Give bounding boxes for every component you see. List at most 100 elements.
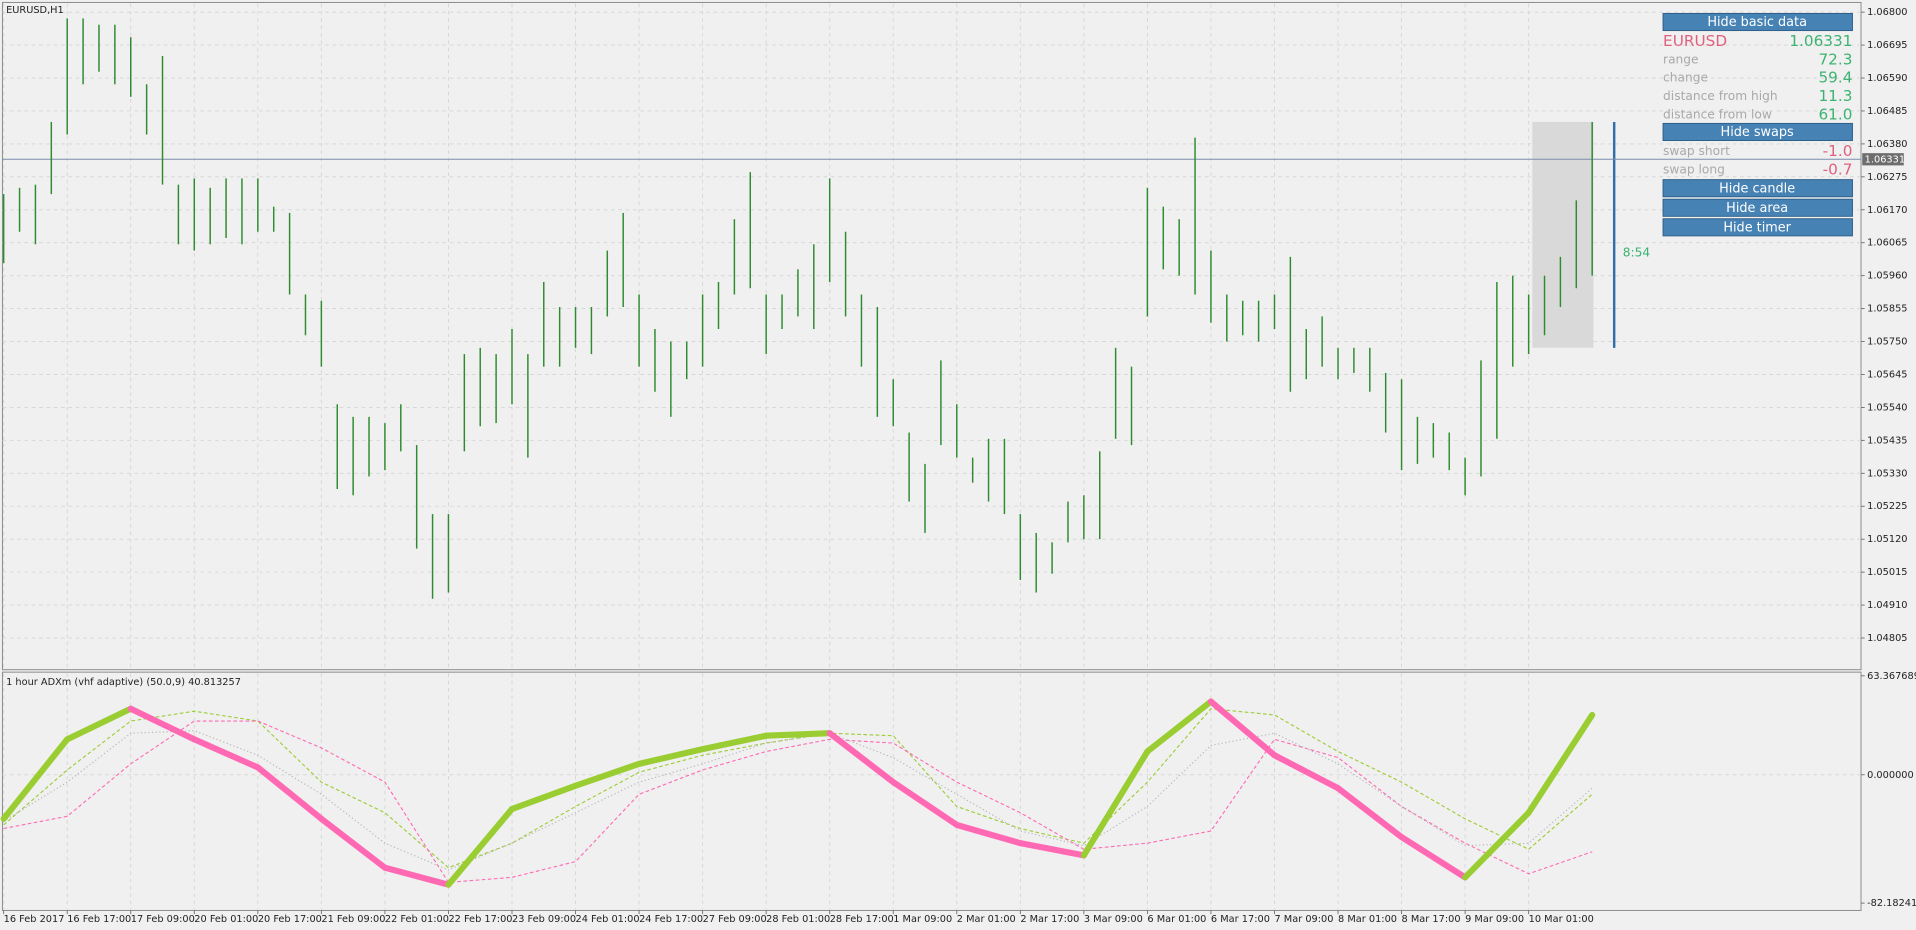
- y-tick-label: 1.06590: [1867, 73, 1907, 84]
- x-tick-label: 7 Mar 09:00: [1274, 914, 1333, 925]
- indicator-segment: [1398, 834, 1469, 881]
- x-tick-label: 28 Feb 17:00: [830, 914, 894, 925]
- button-bg[interactable]: [1662, 198, 1853, 217]
- x-tick-label: 24 Feb 01:00: [576, 914, 640, 925]
- stat-label: distance from low: [1663, 107, 1772, 121]
- button-label[interactable]: Hide swaps: [1721, 125, 1794, 140]
- x-tick-label: 3 Mar 09:00: [1084, 914, 1143, 925]
- symbol: EURUSD: [1663, 32, 1727, 50]
- indicator-plot-frame: [1, 671, 1862, 911]
- stat-label: change: [1663, 71, 1708, 85]
- button-label[interactable]: Hide candle: [1719, 181, 1795, 196]
- x-tick-label: 8 Mar 01:00: [1338, 914, 1397, 925]
- chart-title: EURUSD,H1: [6, 5, 64, 16]
- swap-label: swap long: [1663, 162, 1725, 176]
- indicator-segment: [1271, 752, 1342, 792]
- indicator-segment: [254, 764, 325, 822]
- range-area: [1532, 121, 1594, 348]
- x-tick-label: 20 Feb 01:00: [194, 914, 258, 925]
- hide-timer-button[interactable]: Hide timer: [1662, 218, 1853, 237]
- indicator-line: [3, 708, 1593, 869]
- x-tick-label: 9 Mar 09:00: [1465, 914, 1524, 925]
- x-tick-label: 2 Mar 01:00: [957, 914, 1016, 925]
- y-tick-label: 1.05750: [1867, 337, 1907, 348]
- stat-value: 72.3: [1818, 50, 1852, 68]
- hide-basic-data-button[interactable]: Hide basic data: [1662, 12, 1853, 32]
- indicator-segment: [1334, 785, 1405, 841]
- indicator-segment: [318, 815, 388, 871]
- hide-area-button[interactable]: Hide area: [1662, 198, 1853, 217]
- button-bg[interactable]: [1662, 12, 1853, 32]
- y-tick-label: 1.05540: [1867, 402, 1907, 413]
- indicator-segment: [127, 705, 198, 743]
- indicator-segment: [572, 760, 643, 789]
- indicator-segment: [508, 782, 579, 813]
- y-tick-label: 1.05855: [1867, 304, 1907, 315]
- y-tick-label: 1.06800: [1867, 7, 1907, 18]
- hide-candle-button[interactable]: Hide candle: [1662, 179, 1853, 198]
- x-tick-label: 6 Mar 01:00: [1147, 914, 1206, 925]
- stat-label: distance from high: [1663, 89, 1778, 103]
- y-tick-label: -82.182411: [1867, 898, 1916, 909]
- y-tick-label: 1.05225: [1867, 501, 1907, 512]
- x-tick-label: 20 Feb 17:00: [258, 914, 322, 925]
- button-label[interactable]: Hide timer: [1723, 220, 1791, 235]
- y-tick-label: 1.05330: [1867, 468, 1907, 479]
- hide-swaps-button[interactable]: Hide swaps: [1662, 122, 1853, 142]
- swap-value: -1.0: [1823, 142, 1853, 160]
- indicator-segment: [763, 730, 833, 739]
- indicator-segment: [890, 779, 960, 828]
- current-price-label: 1.06331: [1865, 154, 1905, 165]
- y-tick-label: 1.04910: [1867, 600, 1907, 611]
- x-tick-label: 8 Mar 17:00: [1402, 914, 1461, 925]
- y-tick-label: 63.367689: [1867, 671, 1916, 682]
- x-tick-label: 6 Mar 17:00: [1211, 914, 1270, 925]
- indicator-segment: [381, 864, 452, 888]
- y-tick-label: 1.05120: [1867, 534, 1907, 545]
- info-panel: Hide basic data EURUSD 1.06331 range 72.…: [1662, 12, 1853, 237]
- button-label[interactable]: Hide area: [1726, 201, 1788, 216]
- x-tick-label: 2 Mar 17:00: [1020, 914, 1079, 925]
- current-price-tag: [1862, 153, 1904, 166]
- indicator-segment: [699, 732, 770, 753]
- stat-value: 61.0: [1818, 105, 1852, 123]
- x-tick-label: 17 Feb 09:00: [131, 914, 195, 925]
- indicator-segment: [1144, 698, 1214, 755]
- indicator-segment: [636, 746, 706, 767]
- indicator-segment: [0, 736, 71, 822]
- indicator-segment: [1462, 809, 1532, 881]
- y-tick-label: 1.05960: [1867, 271, 1907, 282]
- y-tick-label: 1.06380: [1867, 139, 1907, 150]
- button-label[interactable]: Hide basic data: [1707, 15, 1807, 30]
- stat-value: 59.4: [1818, 69, 1852, 87]
- stat-label: range: [1663, 52, 1699, 66]
- y-tick-label: 1.06170: [1867, 205, 1907, 216]
- x-tick-label: 22 Feb 17:00: [448, 914, 512, 925]
- price: 1.06331: [1789, 32, 1852, 50]
- x-tick-label: 10 Mar 01:00: [1529, 914, 1594, 925]
- swap-label: swap short: [1663, 144, 1730, 158]
- indicator-segment: [953, 821, 1024, 847]
- indicator-segment: [1017, 840, 1087, 859]
- x-tick-label: 28 Feb 01:00: [766, 914, 830, 925]
- indicator-segment: [64, 705, 134, 743]
- button-bg[interactable]: [1662, 179, 1853, 198]
- y-tick-label: 1.04805: [1867, 633, 1907, 644]
- y-tick-label: 1.06065: [1867, 238, 1907, 249]
- indicator-segment: [1525, 711, 1596, 816]
- y-tick-label: 1.06485: [1867, 106, 1907, 117]
- indicator-segment: [1080, 748, 1151, 859]
- indicator-segment: [826, 730, 897, 786]
- indicator-segment: [1207, 698, 1278, 759]
- y-tick-label: 1.06695: [1867, 40, 1907, 51]
- indicator-line: [3, 720, 1593, 883]
- button-bg[interactable]: [1662, 122, 1853, 142]
- indicator-segment: [191, 736, 261, 771]
- x-tick-label: 16 Feb 17:00: [67, 914, 131, 925]
- y-tick-label: 1.05645: [1867, 369, 1907, 380]
- button-bg[interactable]: [1662, 218, 1853, 237]
- data-layer: 1.06331: [0, 18, 1905, 888]
- x-tick-label: 22 Feb 01:00: [385, 914, 449, 925]
- candle-timer: 8:54: [1623, 245, 1651, 259]
